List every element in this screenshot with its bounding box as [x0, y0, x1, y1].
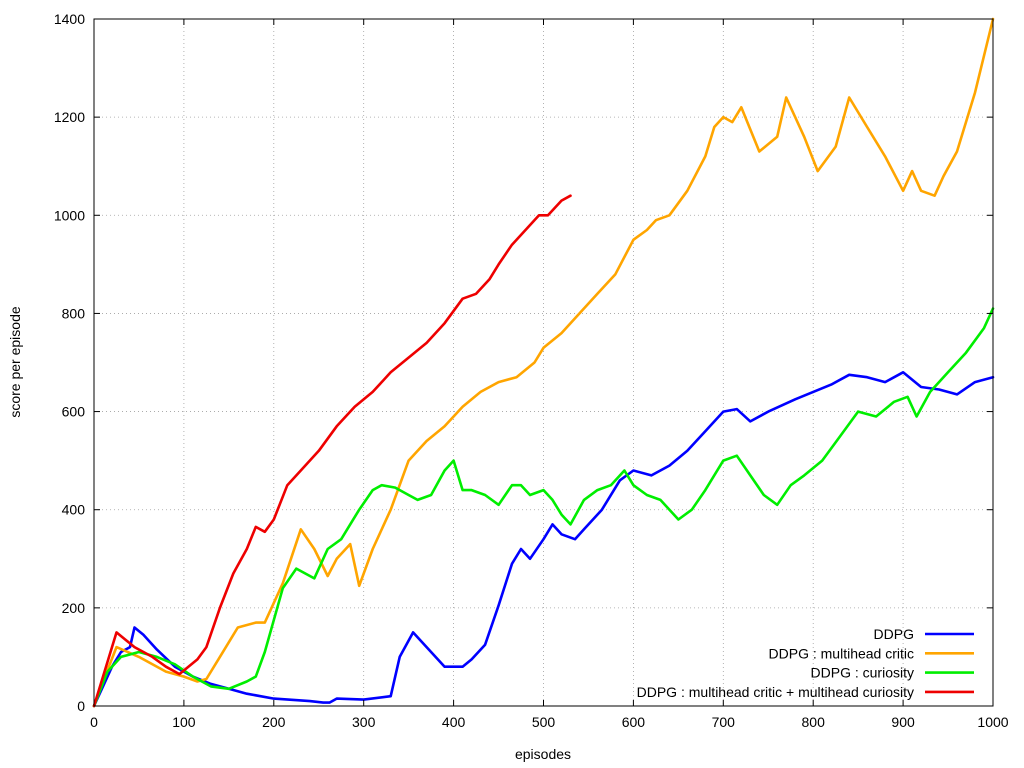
x-tick-label: 800: [802, 714, 826, 730]
x-tick-label: 300: [352, 714, 376, 730]
x-tick-label: 0: [90, 714, 98, 730]
x-tick-label: 900: [891, 714, 915, 730]
x-tick-label: 100: [172, 714, 196, 730]
x-tick-label: 1000: [977, 714, 1008, 730]
y-tick-label: 200: [62, 600, 86, 616]
legend-label-1: DDPG: [874, 626, 914, 642]
x-tick-label: 700: [712, 714, 736, 730]
y-axis-title: score per episode: [7, 306, 23, 418]
y-tick-label: 1200: [54, 109, 85, 125]
legend: DDPG DDPG : multihead critic DDPG : curios…: [637, 626, 974, 700]
y-tick-label: 0: [77, 698, 85, 714]
y-tick-label: 400: [62, 502, 86, 518]
x-axis-title: episodes: [515, 746, 571, 762]
y-tick-label: 600: [62, 404, 86, 420]
y-tick-label: 1400: [54, 11, 85, 27]
legend-label-3: DDPG : curiosity: [811, 665, 914, 681]
x-tick-label: 600: [622, 714, 646, 730]
y-tick-label: 800: [62, 305, 86, 321]
plot-frame: [93, 18, 994, 707]
legend-label-4: DDPG : multihead critic + multihead curi…: [637, 684, 914, 700]
grid: [94, 19, 993, 706]
legend-label-2: DDPG : multihead critic: [769, 645, 914, 661]
series-line-1: [92, 370, 995, 708]
x-tick-label: 200: [262, 714, 286, 730]
x-tick-label: 400: [442, 714, 466, 730]
x-tick-label: 500: [532, 714, 556, 730]
series-line-3: [92, 307, 995, 708]
y-tick-label: 1000: [54, 207, 85, 223]
axis-ticks: 0 100 200 300 400 500 600 700 800 900 1000 0 200 400 6…: [54, 11, 1009, 730]
series-line-4: [92, 194, 572, 708]
series-group: [92, 17, 995, 708]
series-line-2: [92, 17, 995, 708]
